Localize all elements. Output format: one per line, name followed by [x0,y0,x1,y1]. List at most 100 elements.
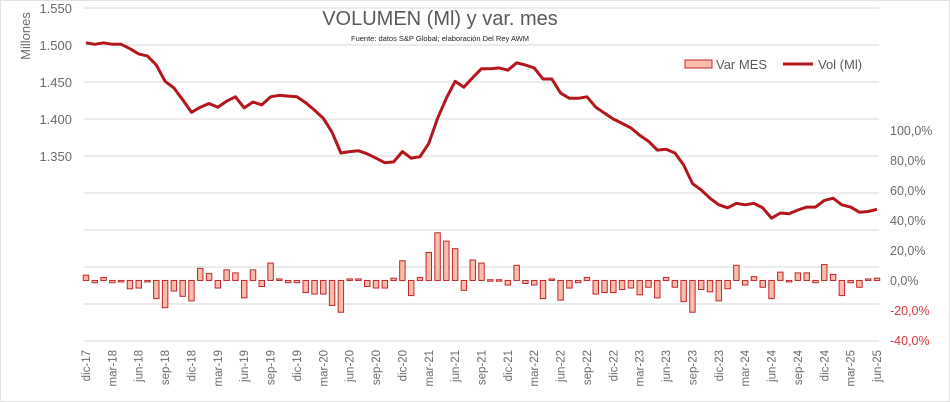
var-mes-bar [100,276,107,281]
var-mes-bar [531,279,538,286]
vol-line [85,41,878,220]
var-mes-bars [82,232,881,313]
gridlines [84,7,879,342]
x-tick-label: dic-22 [608,350,620,381]
var-mes-bar [847,279,854,284]
left-tick-label: 1.500 [39,38,72,53]
var-mes-bar [539,279,547,300]
var-mes-bar [469,259,476,281]
var-mes-bar [715,279,723,302]
var-mes-bar [276,278,283,281]
var-mes-bar [337,279,345,313]
left-tick-label: 1.550 [39,1,72,16]
var-mes-bar [249,269,257,281]
var-mes-bar [522,279,529,284]
var-mes-bar [170,279,178,292]
var-mes-bar [592,279,599,295]
var-mes-bar [636,279,643,296]
legend: Var MES Vol (Ml) [684,57,862,72]
var-mes-bar [240,279,248,299]
var-mes-bar [205,273,213,281]
x-tick-label: dic-19 [292,350,304,381]
var-mes-bar [311,279,318,295]
var-mes-bar [135,279,142,289]
var-mes-bar [197,267,204,281]
x-tick-label: sep-19 [266,350,278,385]
var-mes-bar [548,278,556,281]
var-mes-bar [812,279,819,284]
var-mes-bar [662,276,670,281]
x-tick-label: jun-22 [556,350,568,383]
x-tick-label: mar-21 [424,350,436,386]
var-mes-bar [759,279,766,288]
right-tick-label: -20,0% [890,304,930,318]
x-tick-label: dic-24 [819,349,831,381]
var-mes-bar [82,274,90,281]
var-mes-bar [223,269,230,281]
var-mes-bar [566,279,573,289]
x-tick-label: mar-19 [213,350,225,386]
var-mes-bar [284,279,292,284]
var-mes-bar [267,262,274,281]
x-tick-label: jun-18 [134,350,146,383]
x-tick-label: mar-25 [846,350,858,386]
var-mes-bar [153,279,160,300]
var-mes-bar [293,279,301,284]
x-tick-label: mar-22 [529,350,541,386]
x-tick-label: mar-18 [107,350,119,386]
var-mes-bar [390,277,397,281]
var-mes-bar [574,279,582,284]
var-mes-bar [750,276,758,281]
var-mes-bar [443,240,450,281]
var-mes-bar [407,279,415,297]
var-mes-bar [328,279,336,306]
right-tick-label: 60,0% [890,184,925,198]
chart-subtitle: Fuente: datos S&P Global; elaboración De… [351,34,529,43]
var-mes-bar [645,279,652,288]
var-mes-bar [91,279,99,284]
var-mes-bar [381,279,389,289]
var-mes-bar [144,279,151,283]
var-mes-bar [214,279,222,289]
x-tick-label: dic-20 [397,350,409,381]
var-mes-bar [873,277,881,281]
x-axis-ticks: dic-17 mar-18 jun-18 sep-18 dic-18 mar-19 jun-… [81,349,884,386]
x-tick-label: sep-24 [793,349,805,385]
var-mes-bar [671,279,679,288]
var-mes-bar [689,279,696,313]
var-mes-bar [654,279,661,299]
x-tick-label: sep-18 [160,350,172,385]
var-mes-bar [495,279,503,282]
legend-vol: Vol (Ml) [818,57,862,72]
x-tick-label: mar-23 [635,350,647,386]
x-tick-label: jun-25 [872,350,884,383]
var-mes-bar [627,279,635,289]
var-mes-bar [109,279,116,284]
var-mes-bar [618,279,626,291]
var-mes-bar [768,279,775,300]
var-mes-bar [346,278,353,281]
var-mes-bar [355,278,362,281]
var-mes-bar [179,279,186,297]
x-tick-label: jun-20 [345,350,357,383]
var-mes-bar [372,279,380,289]
left-tick-label: 1.450 [39,75,72,90]
var-mes-bar [785,279,793,283]
right-tick-label: 40,0% [890,214,925,228]
var-mes-bar [610,279,617,294]
y-axis-label: Millones [18,12,33,60]
var-mes-bar [460,279,468,291]
var-mes-bar [232,272,239,281]
var-mes-bar [741,279,749,286]
vol-line-series [85,41,878,220]
var-mes-bar [864,278,872,281]
x-tick-label: dic-21 [503,350,515,381]
chart-title: VOLUMEN (Ml) y var. mes [322,8,558,30]
var-mes-bar [364,279,371,288]
var-mes-bar [697,279,705,291]
var-mes-bar [302,279,309,294]
var-mes-bar [821,264,828,281]
legend-var-mes: Var MES [716,57,767,72]
var-mes-bar [320,279,327,295]
